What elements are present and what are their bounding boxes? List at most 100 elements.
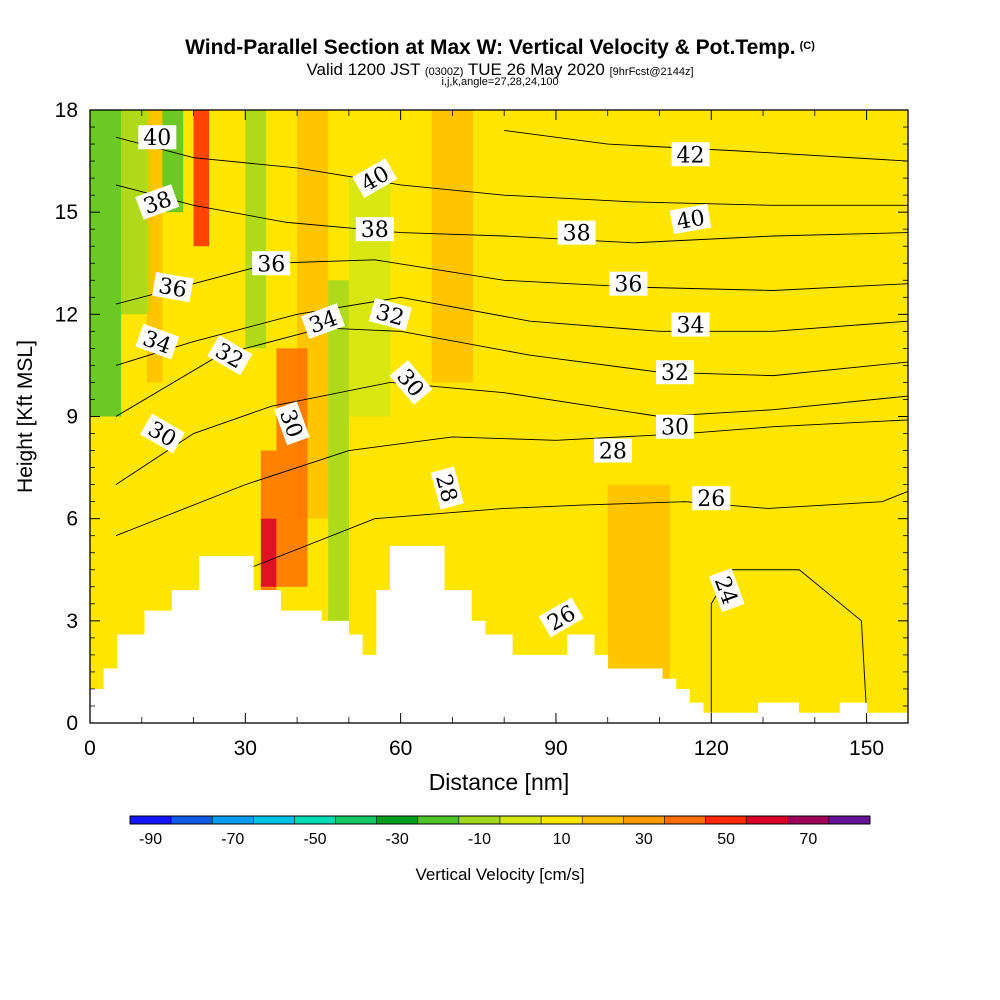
- contour-label-group: 30: [656, 414, 695, 441]
- y-tick-label: 15: [55, 201, 78, 224]
- contour-label-box: [669, 203, 712, 235]
- x-axis-label: Distance [nm]: [429, 769, 570, 795]
- contour-label-box: [709, 568, 745, 613]
- theta-contour-26: [115, 491, 908, 673]
- chart-subtitle: Valid 1200 JST (0300Z) TUE 26 May 2020 […: [306, 60, 694, 79]
- colorbar-tick-label: -90: [139, 831, 162, 848]
- contour-label-box: [389, 360, 433, 405]
- y-tick-label: 3: [66, 610, 78, 633]
- contour-label: 36: [157, 274, 189, 303]
- colorbar-swatch: [129, 815, 172, 825]
- colorbar-tick-label: 70: [799, 831, 817, 848]
- y-tick-label: 18: [55, 99, 78, 122]
- y-tick-label: 12: [55, 303, 78, 326]
- colorbar-tick-label: 30: [635, 831, 653, 848]
- colorbar-swatch: [211, 815, 254, 825]
- contour-label-box: [368, 297, 412, 331]
- colorbar-swatch: [581, 815, 624, 825]
- colorbar-tick-label: 10: [553, 831, 571, 848]
- contour-label-box: [692, 486, 731, 511]
- colorbar-swatch: [499, 815, 542, 825]
- colorbar: -90 -70 -50 -30 -10 10 30 50 70 Vertical Velocity…: [129, 815, 871, 884]
- vv-cell: [260, 518, 277, 587]
- contour-label-box: [301, 303, 345, 339]
- colorbar-swatch: [623, 815, 665, 825]
- y-tick-label: 0: [66, 712, 78, 735]
- theta-contour-28: [115, 419, 908, 537]
- contour-label-box: [352, 158, 398, 199]
- theta-contour-24: [710, 569, 868, 713]
- theta-contour-34: [115, 296, 908, 366]
- theta-contour-40: [115, 136, 908, 206]
- contour-label: 34: [677, 314, 705, 339]
- vv-cell: [348, 178, 391, 417]
- colorbar-tick-label: -70: [221, 831, 244, 848]
- contour-label-group: 42: [671, 142, 710, 168]
- colorbar-swatch: [376, 815, 419, 825]
- contour-label-box: [152, 271, 194, 303]
- contour-label-group: 36: [609, 271, 648, 298]
- contour-label-box: [138, 125, 177, 150]
- colorbar-swatch: [458, 815, 501, 825]
- contour-label-box: [656, 414, 695, 439]
- vv-cell: [607, 484, 670, 689]
- contour-label: 28: [599, 440, 627, 465]
- contour-label: 36: [614, 273, 642, 298]
- contour-label: 26: [697, 487, 725, 512]
- contour-label-group: 40: [138, 125, 177, 151]
- colorbar-swatch: [253, 815, 295, 825]
- theta-contour-30: [115, 381, 908, 485]
- vv-cell: [245, 110, 267, 349]
- contour-label: 38: [361, 218, 389, 243]
- contour-label-group: 34: [671, 312, 710, 339]
- colorbar-swatch: [335, 815, 377, 825]
- contour-label-box: [140, 413, 185, 454]
- contour-label-box: [557, 220, 596, 245]
- contour-label-group: 36: [152, 271, 194, 303]
- contour-label: 36: [257, 252, 285, 277]
- colorbar-tick-label: -30: [386, 831, 409, 848]
- colorbar-tick-label: -10: [468, 831, 491, 848]
- contour-label-box: [135, 184, 180, 220]
- contour-label: 30: [661, 416, 689, 441]
- contour-label: 42: [677, 143, 705, 168]
- x-tick-label: 0: [84, 737, 96, 760]
- colorbar-swatch: [170, 815, 213, 825]
- contour-label-box: [135, 323, 180, 360]
- vv-cell: [146, 110, 163, 383]
- x-tick-label: 150: [849, 737, 884, 760]
- y-tick-label: 9: [66, 406, 78, 429]
- contour-label-group: 38: [557, 220, 596, 247]
- colorbar-label: Vertical Velocity [cm/s]: [415, 865, 584, 884]
- contour-label-box: [609, 271, 648, 296]
- x-tick-label: 30: [234, 737, 257, 760]
- contour-label-group: 28: [593, 438, 632, 465]
- colorbar-tick-label: -50: [303, 831, 326, 848]
- colorbar-swatch: [705, 815, 747, 825]
- contour-label-box: [252, 251, 291, 276]
- x-tick-label: 120: [694, 737, 729, 760]
- contour-label-group: 28: [430, 466, 464, 510]
- x-tick-label: 60: [389, 737, 412, 760]
- vv-cell: [328, 280, 349, 621]
- contour-label: 32: [661, 361, 689, 386]
- contour-label-group: 26: [692, 486, 731, 512]
- contour-label-box: [671, 142, 710, 167]
- contour-label: 38: [563, 222, 591, 247]
- contour-label-group: 38: [355, 217, 394, 243]
- colorbar-frame: [129, 815, 871, 825]
- contour-label-group: 40: [669, 203, 712, 235]
- contour-label-box: [593, 438, 632, 463]
- contour-label-box: [671, 312, 710, 337]
- colorbar-swatch: [664, 815, 706, 825]
- contour-label-box: [355, 217, 394, 242]
- contour-label: 40: [675, 206, 707, 235]
- y-axis-label: Height [Kft MSL]: [14, 340, 37, 493]
- colorbar-swatch: [417, 815, 460, 825]
- theta-contour-38: [115, 184, 908, 244]
- contour-label: 40: [143, 126, 171, 151]
- x-tick-label: 90: [544, 737, 567, 760]
- contour-label-group: 36: [252, 251, 291, 277]
